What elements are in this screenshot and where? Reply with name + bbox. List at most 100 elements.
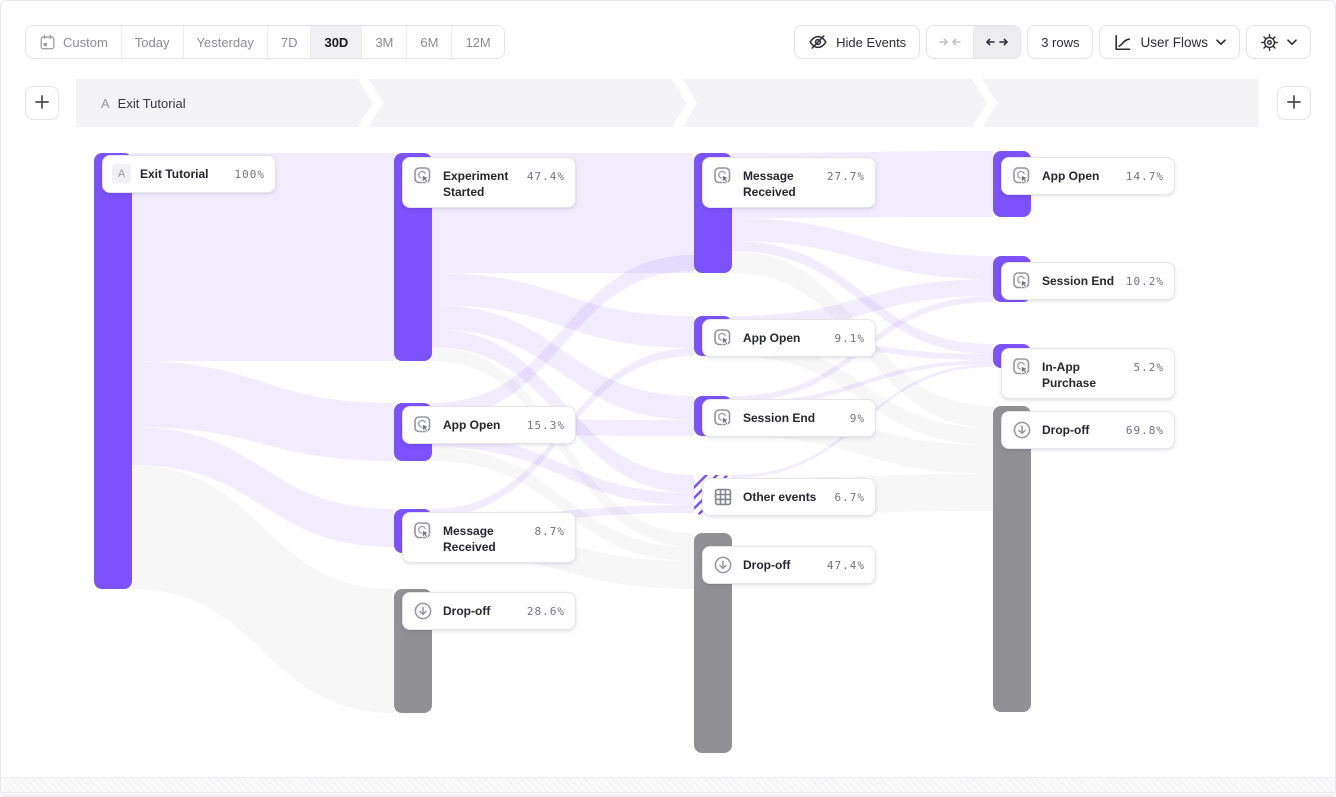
expand-arrows-icon (986, 36, 1008, 48)
event-icon (1011, 165, 1033, 187)
event-icon (1011, 270, 1033, 292)
event-icon (412, 165, 434, 187)
flow-node-value: 8.7% (534, 525, 565, 538)
flow-node-label: In-App Purchase (1042, 360, 1097, 390)
flow-node-value: 10.2% (1125, 275, 1164, 288)
flow-node-card-exit-tutorial[interactable]: A Exit Tutorial 100% (102, 155, 276, 193)
date-range-label: 6M (420, 34, 439, 50)
flow-link-app-open-2--message-received-3[interactable] (432, 255, 694, 419)
event-icon (712, 165, 734, 187)
flow-node-card-drop-off-2[interactable]: Drop-off 28.6% (402, 592, 576, 630)
flow-node-label: Session End (743, 411, 816, 425)
toolbar: Custom Today Yesterday 7D 30D 3M 6M 12M Hide Ev… (25, 25, 1311, 59)
chevron-down-icon (1287, 38, 1297, 46)
date-range-3m[interactable]: 3M (362, 26, 408, 58)
date-range-custom[interactable]: Custom (26, 26, 122, 58)
flow-node-card-message-received-2[interactable]: Message Received 8.7% (402, 512, 576, 563)
collapse-all-button[interactable] (927, 26, 975, 58)
flow-node-value: 28.6% (526, 605, 565, 618)
hide-events-button[interactable]: Hide Events (794, 25, 921, 59)
flow-bar-drop-off-4[interactable] (993, 406, 1031, 712)
flow-node-label: App Open (743, 331, 801, 345)
date-range-label: Yesterday (196, 34, 254, 50)
flow-link-experiment-started--drop-off-3[interactable] (432, 347, 694, 547)
flow-node-card-in-app-purchase-4[interactable]: In-App Purchase 5.2% (1001, 348, 1175, 399)
flow-node-value: 6.7% (834, 491, 865, 504)
expand-all-button[interactable] (974, 26, 1021, 58)
dropoff-icon (412, 600, 434, 622)
step-badge: A (112, 164, 131, 183)
flow-link-session-end-3--in-app-purchase-4[interactable] (732, 360, 993, 407)
date-range-label: Custom (63, 34, 108, 50)
dropoff-icon (1011, 419, 1033, 441)
event-icon (412, 414, 434, 436)
date-range-label: 7D (280, 34, 298, 50)
eye-off-icon (808, 32, 828, 52)
flow-node-value: 15.3% (526, 419, 565, 432)
flow-node-card-session-end-3[interactable]: Session End 9% (702, 399, 876, 437)
flow-node-label: Message Received (443, 524, 496, 554)
flow-node-card-other-events-3[interactable]: Other events 6.7% (702, 478, 876, 516)
flow-node-value: 69.8% (1125, 424, 1164, 437)
flow-link-exit-tutorial--app-open-2[interactable] (132, 361, 394, 461)
flow-node-card-drop-off-3[interactable]: Drop-off 47.4% (702, 546, 876, 584)
step-band-label: A Exit Tutorial (101, 79, 186, 127)
flow-node-value: 47.4% (826, 559, 865, 572)
flow-node-card-app-open-3[interactable]: App Open 9.1% (702, 319, 876, 357)
event-icon (412, 520, 434, 542)
rows-button[interactable]: 3 rows (1027, 25, 1094, 59)
date-range-today[interactable]: Today (121, 26, 184, 58)
date-range-control: Custom Today Yesterday 7D 30D 3M 6M 12M (25, 25, 505, 59)
band-chevron-icon (358, 74, 385, 132)
flow-link-exit-tutorial--drop-off-2[interactable] (132, 465, 394, 713)
view-selector-label: User Flows (1140, 34, 1208, 50)
flow-link-exit-tutorial--experiment-started[interactable] (132, 153, 394, 361)
step-badge: A (101, 95, 110, 111)
flow-node-label: Experiment Started (443, 169, 509, 199)
flow-bar-exit-tutorial[interactable] (94, 153, 132, 589)
view-selector-button[interactable]: User Flows (1099, 25, 1240, 59)
flow-link-app-open-3--drop-off-4[interactable] (732, 339, 993, 445)
flow-node-card-drop-off-4[interactable]: Drop-off 69.8% (1001, 411, 1175, 449)
flow-link-experiment-started--session-end-3[interactable] (432, 305, 694, 420)
date-range-yesterday[interactable]: Yesterday (183, 26, 268, 58)
date-range-label: 12M (465, 34, 491, 50)
date-range-30d[interactable]: 30D (311, 26, 363, 58)
flow-node-card-app-open-2[interactable]: App Open 15.3% (402, 406, 576, 444)
date-range-label: Today (134, 34, 170, 50)
flow-node-card-app-open-4[interactable]: App Open 14.7% (1001, 157, 1175, 195)
flow-link-experiment-started--app-open-3[interactable] (432, 273, 694, 348)
step-band[interactable]: A Exit Tutorial (76, 74, 1259, 132)
plus-icon (35, 94, 49, 112)
date-range-12m[interactable]: 12M (452, 26, 504, 58)
flow-node-card-message-received-3[interactable]: Message Received 27.7% (702, 157, 876, 208)
flow-node-card-session-end-4[interactable]: Session End 10.2% (1001, 262, 1175, 300)
flow-node-value: 14.7% (1125, 170, 1164, 183)
flow-node-value: 9.1% (834, 332, 865, 345)
flow-link-exit-tutorial--message-received-2[interactable] (132, 427, 394, 547)
flow-node-label: Drop-off (443, 604, 491, 618)
settings-button[interactable] (1246, 25, 1311, 59)
flow-node-label: App Open (443, 418, 501, 432)
flow-link-message-received-3--session-end-4[interactable] (732, 218, 993, 279)
step-label: Exit Tutorial (117, 95, 186, 111)
flow-node-card-experiment-started[interactable]: Experiment Started 47.4% (402, 157, 576, 208)
hide-events-label: Hide Events (836, 34, 907, 50)
calendar-icon (39, 34, 56, 51)
collapse-expand-control (926, 25, 1022, 59)
flow-link-message-received-3--in-app-purchase-4[interactable] (732, 241, 993, 354)
flow-link-app-open-2--other-events-3[interactable] (432, 435, 694, 505)
chevron-down-icon (1216, 38, 1226, 46)
date-range-6m[interactable]: 6M (407, 26, 453, 58)
rows-label: 3 rows (1041, 34, 1080, 50)
plus-icon (1287, 94, 1301, 112)
add-step-left-button[interactable] (25, 86, 59, 120)
event-icon (712, 327, 734, 349)
add-step-right-button[interactable] (1277, 86, 1311, 120)
date-range-7d[interactable]: 7D (267, 26, 312, 58)
flow-node-label: Drop-off (1042, 423, 1090, 437)
flow-link-app-open-2--drop-off-3[interactable] (432, 447, 694, 561)
flow-node-value: 9% (849, 412, 865, 425)
